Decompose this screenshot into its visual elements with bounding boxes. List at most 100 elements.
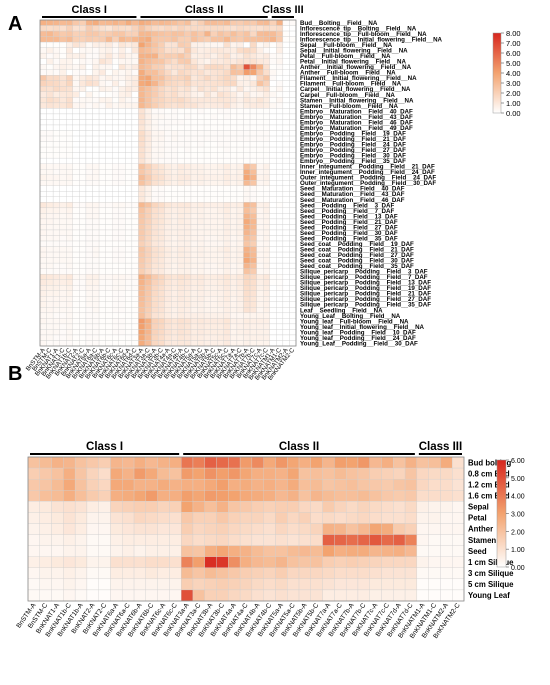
heatmap-a-cell: [157, 163, 165, 170]
heatmap-a-cell: [112, 224, 119, 231]
heatmap-a-cell: [210, 318, 218, 325]
heatmap-a-cell: [282, 334, 290, 341]
heatmap-a-cell: [138, 130, 146, 137]
heatmap-a-cell: [236, 240, 244, 247]
heatmap-a-cell: [52, 196, 60, 203]
heatmap-a-cell: [223, 218, 231, 225]
heatmap-a-cell: [112, 240, 119, 247]
heatmap-a-cell: [79, 202, 87, 209]
heatmap-a-cell: [249, 257, 257, 264]
heatmap-a-cell: [138, 157, 146, 164]
heatmap-a-cell: [184, 141, 192, 148]
heatmap-a-cell: [98, 86, 106, 93]
heatmap-a-cell: [249, 262, 257, 269]
heatmap-a-cell: [59, 301, 67, 308]
heatmap-a-cell: [197, 135, 205, 142]
heatmap-a-cell: [46, 97, 54, 104]
heatmap-a-cell: [151, 268, 159, 275]
heatmap-a-cell: [184, 334, 192, 341]
heatmap-a-cell: [85, 124, 93, 131]
heatmap-a-cell: [190, 185, 198, 192]
heatmap-a-cell: [52, 191, 60, 197]
heatmap-b-cell: [51, 490, 64, 502]
heatmap-a-cell: [171, 202, 179, 209]
heatmap-a-cell: [282, 30, 290, 37]
heatmap-a-class-label: Class II: [185, 4, 224, 16]
heatmap-a-cell: [249, 213, 257, 220]
heatmap-a-cell: [210, 47, 218, 54]
heatmap-a-cell: [131, 80, 139, 87]
heatmap-a-cell: [276, 213, 284, 220]
heatmap-a-cell: [131, 124, 139, 131]
heatmap-a-cell: [125, 290, 133, 297]
heatmap-b-cell: [428, 523, 441, 535]
heatmap-a-cell: [92, 157, 100, 164]
heatmap-b-cell: [393, 523, 406, 535]
heatmap-a-cell: [249, 296, 257, 302]
heatmap-a-cell: [164, 235, 172, 242]
heatmap-a-cell: [190, 141, 198, 148]
heatmap-a-cell: [112, 58, 119, 65]
heatmap-a-cell: [210, 163, 218, 170]
heatmap-a-cell: [236, 97, 244, 104]
heatmap-a-cell: [223, 180, 231, 186]
heatmap-a-row-label: Silique_pericarp__Podding__Field__3_DAF: [300, 269, 428, 276]
heatmap-a-cell: [230, 207, 238, 214]
heatmap-a-cell: [52, 329, 60, 336]
heatmap-a-cell: [72, 169, 80, 175]
heatmap-b-cell: [381, 501, 394, 513]
heatmap-a-cell: [79, 19, 87, 26]
heatmap-a-cell: [197, 75, 205, 81]
heatmap-a-cell: [151, 224, 159, 231]
heatmap-a-cell: [125, 19, 133, 26]
heatmap-a-cell: [151, 124, 159, 131]
heatmap-a-cell: [171, 80, 179, 87]
heatmap-b-cell: [169, 467, 182, 480]
heatmap-a-cell: [223, 268, 231, 275]
heatmap-a-cell: [243, 163, 251, 170]
heatmap-a-cell: [269, 296, 277, 302]
heatmap-a-cell: [243, 262, 251, 269]
heatmap-b-cell: [345, 523, 359, 535]
heatmap-a-cell: [263, 157, 270, 164]
heatmap-a-cell: [269, 141, 277, 148]
heatmap-a-cell: [282, 47, 290, 54]
heatmap-a-cell: [171, 218, 179, 225]
heatmap-b-cell: [63, 523, 76, 535]
heatmap-a-cell: [249, 130, 257, 137]
heatmap-a-row-label: Embryo__Maturation__Field__46_DAF: [300, 119, 413, 126]
heatmap-a-cell: [98, 251, 106, 258]
heatmap-a-cell: [157, 97, 165, 104]
heatmap-a-cell: [249, 157, 257, 164]
heatmap-a-cell: [269, 246, 277, 253]
heatmap-a-cell: [177, 135, 185, 142]
heatmap-a-cell: [184, 119, 192, 126]
heatmap-a-cell: [118, 102, 126, 109]
heatmap-a-cell: [144, 69, 152, 76]
heatmap-b-cell: [86, 523, 99, 535]
heatmap-a-cell: [276, 224, 284, 231]
heatmap-b-cell: [133, 534, 147, 546]
heatmap-a-cell: [52, 64, 60, 70]
heatmap-a-cell: [85, 163, 93, 170]
heatmap-a-cell: [118, 47, 126, 54]
heatmap-a-cell: [276, 273, 284, 280]
heatmap-a-cell: [203, 235, 211, 242]
heatmap-a-cell: [151, 174, 159, 181]
heatmap-a-cell: [197, 19, 205, 26]
heatmap-a-cell: [118, 229, 126, 236]
heatmap-a-cell: [171, 157, 179, 164]
heatmap-a-cell: [105, 163, 113, 170]
heatmap-a-cell: [131, 30, 139, 37]
heatmap-b-cell: [369, 490, 382, 502]
heatmap-a-cell: [164, 334, 172, 341]
heatmap-a-cell: [164, 296, 172, 302]
heatmap-a-cell: [151, 113, 159, 120]
heatmap-b-cell: [416, 467, 429, 480]
heatmap-b-cell: [369, 578, 382, 591]
heatmap-a-cell: [289, 47, 297, 54]
heatmap-a-cell: [72, 135, 80, 142]
heatmap-a-cell: [263, 301, 270, 308]
heatmap-a-cell: [112, 25, 119, 32]
heatmap-a-cell: [223, 202, 231, 209]
